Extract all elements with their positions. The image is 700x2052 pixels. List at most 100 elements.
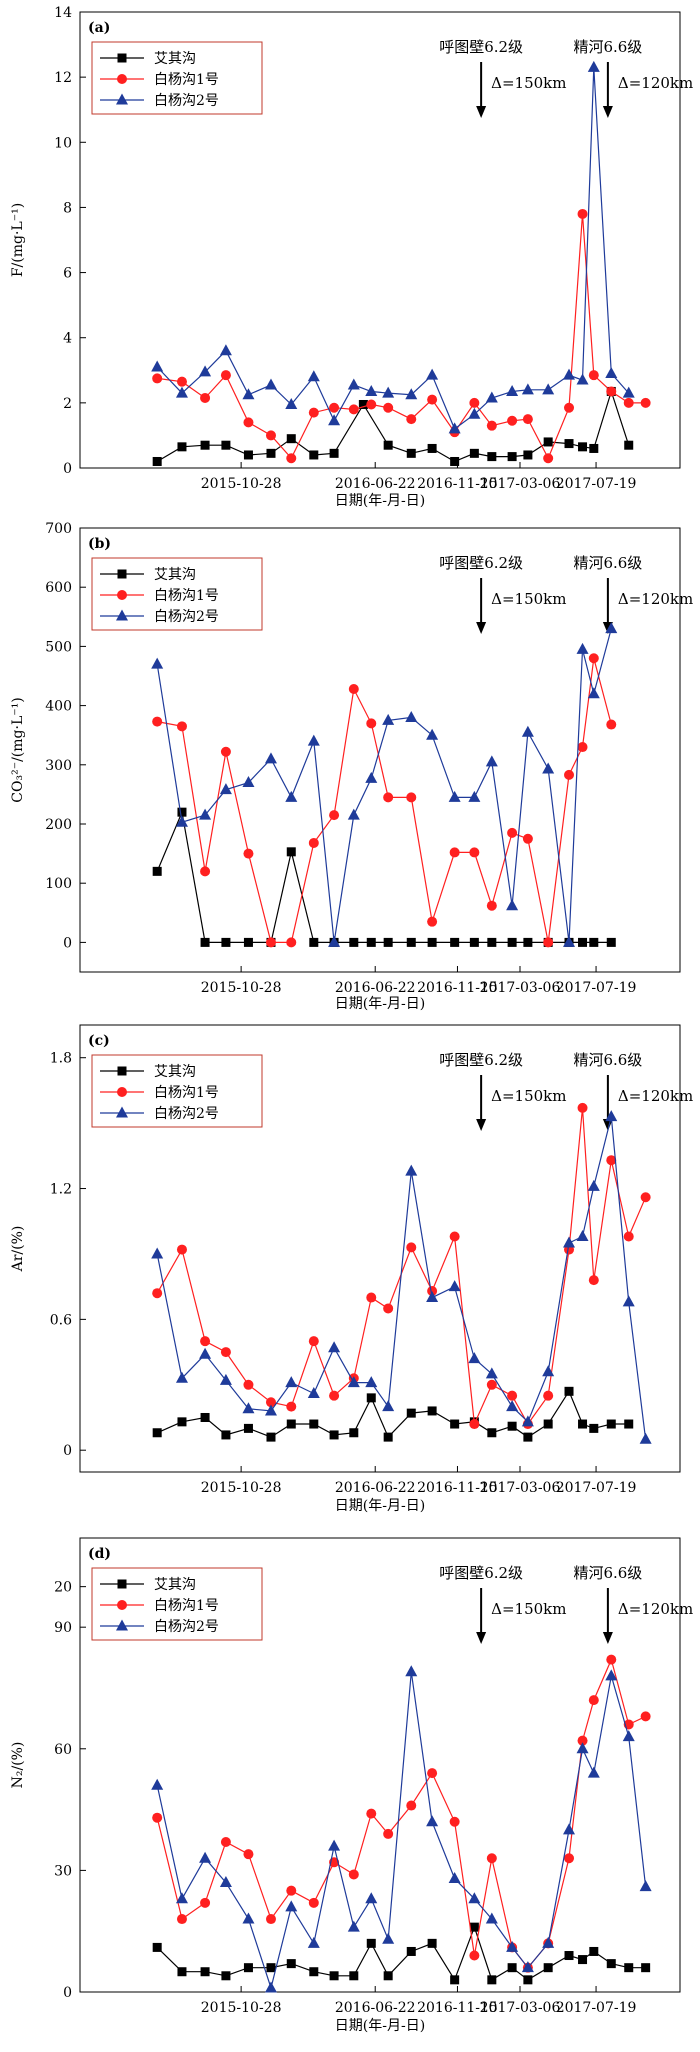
data-point-circle	[200, 1897, 211, 1908]
y-tick-label: 300	[45, 758, 72, 774]
data-point-square	[366, 937, 376, 947]
data-point-triangle	[521, 725, 534, 737]
data-point-triangle	[219, 1373, 232, 1385]
arrow-head-icon	[476, 1119, 487, 1131]
data-point-triangle	[307, 1936, 320, 1948]
data-point-square	[349, 937, 359, 947]
data-point-square	[200, 937, 210, 947]
x-axis-title: 日期(年-月-日)	[335, 493, 425, 509]
data-point-square	[286, 1959, 296, 1969]
data-point-circle	[220, 370, 231, 381]
data-point-circle	[623, 1231, 634, 1242]
data-point-triangle	[382, 713, 395, 725]
data-point-circle	[308, 407, 319, 418]
data-point-circle	[152, 716, 163, 727]
data-point-square	[243, 1423, 253, 1433]
data-point-square	[200, 440, 210, 450]
data-point-square	[286, 1419, 296, 1429]
data-point-circle	[469, 1419, 480, 1430]
y-tick-label: 60	[54, 1742, 72, 1758]
data-point-triangle	[587, 60, 600, 72]
x-tick-label: 2016-11-15	[417, 476, 498, 492]
data-point-square	[523, 450, 533, 460]
legend-marker-circle	[117, 1600, 127, 1610]
data-point-circle	[383, 402, 394, 413]
data-point-triangle	[199, 1851, 212, 1863]
data-point-square	[427, 1406, 437, 1416]
x-tick-label: 2017-03-06	[480, 1480, 561, 1496]
data-point-square	[507, 452, 517, 462]
data-point-square	[243, 937, 253, 947]
data-point-square	[309, 1419, 319, 1429]
data-point-square	[624, 1963, 634, 1973]
legend-label: 白杨沟2号	[154, 609, 219, 625]
x-tick-label: 2017-03-06	[480, 476, 561, 492]
data-point-square	[564, 439, 574, 449]
data-point-square	[349, 1428, 359, 1438]
data-point-circle	[176, 1914, 187, 1925]
data-point-square	[266, 1963, 276, 1973]
data-point-triangle	[264, 1404, 277, 1416]
legend-label: 艾其沟	[154, 1064, 196, 1080]
data-point-triangle	[307, 1387, 320, 1399]
series-line	[156, 1671, 647, 1991]
data-point-triangle	[605, 1669, 618, 1681]
data-point-square	[578, 937, 588, 947]
y-tick-label: 2	[63, 396, 72, 412]
data-point-circle	[406, 414, 417, 425]
data-point-circle	[286, 1401, 297, 1412]
x-tick-label: 2016-11-15	[417, 1480, 498, 1496]
x-tick-label: 2017-07-19	[556, 980, 637, 996]
legend-label: 艾其沟	[154, 51, 196, 67]
epicentral-distance: Δ=120km	[618, 74, 693, 92]
data-point-triangle	[542, 1365, 555, 1377]
data-point-square	[152, 1428, 162, 1438]
arrow-head-icon	[476, 1632, 487, 1644]
legend-marker-triangle	[116, 1106, 128, 1118]
data-point-circle	[469, 1950, 480, 1961]
data-point-triangle	[219, 1876, 232, 1888]
data-point-triangle	[468, 790, 481, 802]
data-point-square	[266, 1432, 276, 1442]
data-point-triangle	[563, 935, 576, 947]
legend-label: 白杨沟2号	[154, 1619, 219, 1635]
x-tick-label: 2015-10-28	[201, 980, 282, 996]
legend-marker-square	[117, 569, 127, 579]
data-point-circle	[329, 1390, 340, 1401]
data-point-triangle	[347, 378, 360, 390]
data-point-triangle	[365, 384, 378, 396]
data-point-circle	[329, 402, 340, 413]
data-point-square	[487, 452, 497, 462]
data-point-triangle	[639, 1432, 652, 1444]
data-point-square	[450, 1419, 460, 1429]
data-point-triangle	[542, 762, 555, 774]
data-point-triangle	[426, 1815, 439, 1827]
data-point-square	[543, 437, 553, 447]
data-point-square	[523, 937, 533, 947]
legend-marker-square	[117, 1066, 127, 1076]
data-point-square	[221, 1430, 231, 1440]
series-line	[157, 658, 612, 944]
data-point-triangle	[175, 815, 188, 827]
data-point-triangle	[365, 771, 378, 783]
data-point-square	[200, 1412, 210, 1422]
arrow-head-icon	[476, 622, 487, 634]
data-point-triangle	[622, 1295, 635, 1307]
x-tick-label: 2017-07-19	[556, 2000, 637, 2016]
data-point-circle	[265, 1914, 276, 1925]
x-axis-title: 日期(年-月-日)	[335, 2018, 425, 2034]
data-point-square	[606, 937, 616, 947]
data-point-circle	[286, 1885, 297, 1896]
x-tick-label: 2015-10-28	[201, 2000, 282, 2016]
data-point-square	[450, 1975, 460, 1985]
data-point-circle	[543, 1390, 554, 1401]
data-point-triangle	[285, 1376, 298, 1388]
data-point-square	[383, 440, 393, 450]
y-tick-label: 8	[63, 200, 72, 216]
data-point-square	[329, 448, 339, 458]
data-point-triangle	[405, 1164, 418, 1176]
data-point-square	[349, 1971, 359, 1981]
plot-frame	[79, 1537, 681, 1993]
